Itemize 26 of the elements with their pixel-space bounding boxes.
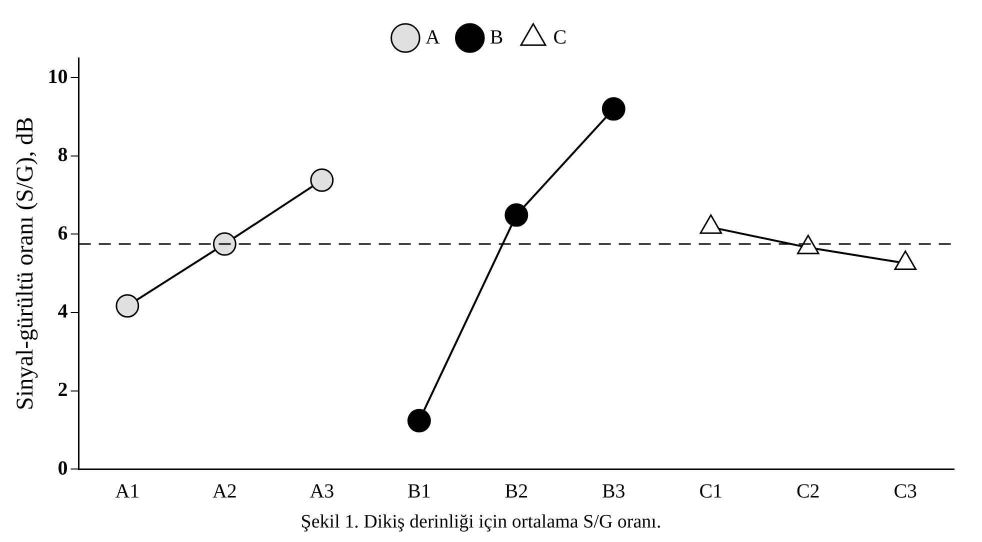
point (407, 408, 431, 432)
y-tick-label: 0 (58, 457, 68, 480)
x-tick-label: A2 (212, 480, 237, 502)
legend-label: B (490, 26, 504, 48)
legend-label: C (553, 26, 567, 48)
point (504, 203, 528, 227)
x-tick-label: B3 (602, 480, 626, 502)
x-tick-label: C1 (699, 480, 723, 502)
x-tick-label: A3 (310, 480, 334, 502)
y-axis-title: Sinyal-gürültü oranı (S/G), dB (12, 116, 39, 410)
x-tick-label: C2 (796, 480, 820, 502)
y-tick-label: 6 (58, 222, 68, 244)
point (116, 294, 140, 318)
x-tick-label: B2 (504, 480, 528, 502)
x-tick-label: A1 (115, 480, 140, 502)
y-tick-label: 10 (48, 66, 68, 88)
y-tick-label: 4 (58, 300, 68, 323)
x-tick-label: B1 (407, 480, 431, 502)
point (212, 232, 236, 256)
y-tick-label: 8 (58, 144, 68, 166)
point (602, 97, 626, 121)
text: Şekil 1. Dikiş derinliği için ortalama S/G oranı. (300, 512, 662, 533)
legend-label: A (425, 26, 440, 48)
point (310, 168, 334, 192)
y-tick-label: 2 (58, 379, 68, 402)
x-tick-label: C3 (894, 480, 918, 502)
